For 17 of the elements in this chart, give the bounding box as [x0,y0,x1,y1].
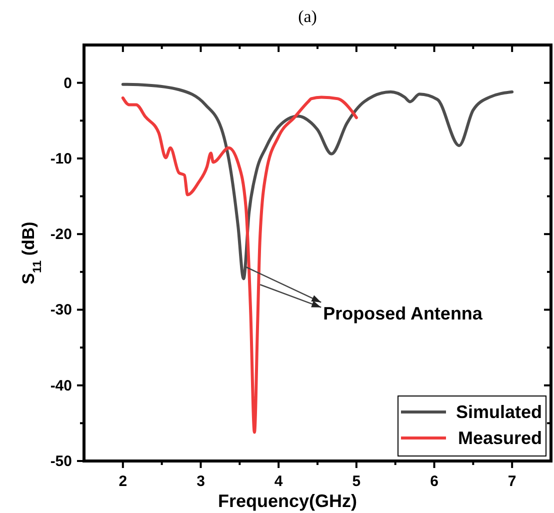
chart-title: (a) [298,7,317,26]
y-tick-label: -10 [50,150,72,168]
annotation: Proposed Antenna [323,303,484,324]
x-tick-label: 2 [118,473,128,490]
y-tick-label: -50 [50,453,72,470]
y-tick-label: -20 [50,226,72,244]
legend-label: Measured [458,428,542,448]
y-tick-label: 0 [64,74,72,92]
x-tick-label: 4 [274,473,284,490]
x-tick-label: 6 [430,473,438,490]
y-tick-label: -40 [50,377,72,394]
x-tick-label: 7 [508,473,516,490]
legend-label: Simulated [456,402,542,422]
x-tick-label: 5 [352,473,361,490]
x-tick-label: 3 [196,473,205,490]
x-axis-title: Frequency(GHz) [218,491,358,511]
y-tick-label: -30 [50,302,72,319]
